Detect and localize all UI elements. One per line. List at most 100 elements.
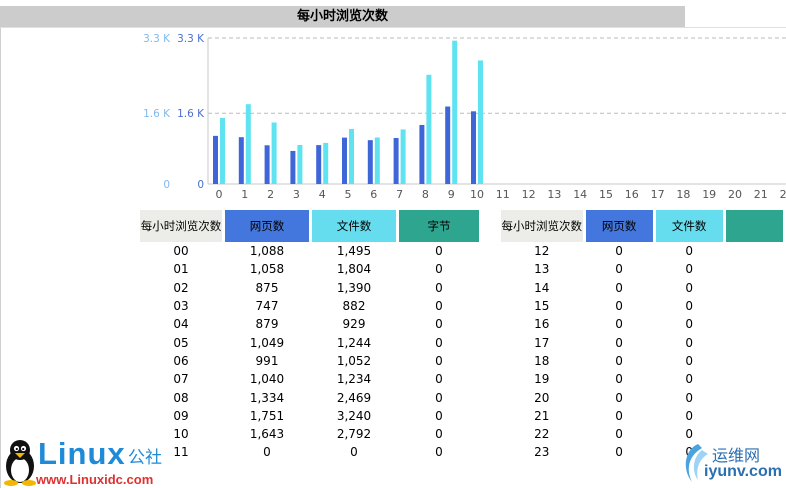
cell-hour: 15 (534, 299, 550, 314)
cell-hour: 08 (173, 390, 189, 405)
cell-pages: 0 (615, 280, 623, 295)
bar-pages (471, 111, 476, 184)
x-tick-label: 5 (345, 188, 352, 198)
bar-pages (342, 137, 347, 184)
x-tick-label: 1 (241, 188, 248, 198)
cell-hour: 17 (534, 335, 550, 350)
iyunv-logo-icon (685, 444, 708, 482)
bar-files (271, 122, 277, 184)
cell-bytes: 0 (435, 244, 443, 259)
cell-bytes: 0 (435, 390, 443, 405)
x-tick-label: 14 (573, 188, 587, 198)
cell-pages: 1,049 (249, 335, 285, 350)
cell-bytes: 0 (435, 372, 443, 387)
cell-hour: 11 (173, 445, 189, 460)
cell-hour: 22 (534, 427, 550, 442)
bar-files (323, 142, 329, 184)
table-row: 20 0 0 (501, 388, 783, 406)
x-tick-label: 8 (422, 188, 429, 198)
hourly-table-right: 每小时浏览次数 网页数 文件数 12 0 0 13 0 0 14 0 0 15 0 0 16 0 0 17 0 0… (498, 210, 786, 462)
linux-brand-url: www.Linuxidc.com (36, 472, 154, 487)
cell-files: 0 (685, 335, 693, 350)
col-header-pages: 网页数 (585, 210, 653, 242)
cell-pages: 0 (615, 299, 623, 314)
table-row: 08 1,334 2,469 0 (140, 388, 479, 406)
bar-pages (238, 137, 244, 184)
cell-bytes (726, 352, 783, 370)
cell-hour: 21 (534, 408, 550, 423)
x-tick-label: 4 (319, 188, 326, 198)
x-tick-label: 17 (651, 188, 665, 198)
iyunv-brand-cn: 运维网 (712, 446, 761, 465)
cell-pages: 1,058 (249, 262, 285, 277)
cell-bytes: 0 (435, 262, 443, 277)
table-row: 09 1,751 3,240 0 (140, 407, 479, 425)
cell-bytes (726, 388, 783, 406)
panel-frame (0, 27, 786, 488)
cell-bytes: 0 (435, 408, 443, 423)
cell-pages: 0 (615, 445, 623, 460)
cell-hour: 10 (173, 427, 189, 442)
cell-files: 0 (685, 262, 693, 277)
cell-bytes: 0 (435, 280, 443, 295)
x-tick-label: 9 (448, 188, 455, 198)
bar-files (220, 117, 225, 184)
table-row: 02 875 1,390 0 (140, 279, 479, 297)
bar-pages (316, 145, 322, 184)
cell-files: 1,495 (336, 244, 372, 259)
table-row: 05 1,049 1,244 0 (140, 333, 479, 351)
cell-pages: 1,040 (249, 372, 285, 387)
cell-hour: 12 (534, 244, 550, 259)
cell-bytes (726, 370, 783, 388)
cell-pages: 0 (615, 262, 623, 277)
cell-pages: 0 (615, 335, 623, 350)
cell-pages: 0 (615, 317, 623, 332)
cell-pages: 879 (255, 317, 279, 332)
col-header-hour: 每小时浏览次数 (140, 210, 222, 242)
y-tick-label-pages: 0 (197, 179, 204, 191)
page-title: 每小时浏览次数 (296, 9, 388, 24)
cell-bytes (726, 242, 783, 260)
col-header-pages: 网页数 (225, 210, 309, 242)
x-tick-label: 20 (728, 188, 742, 198)
cell-hour: 19 (534, 372, 550, 387)
table-row: 04 879 929 0 (140, 315, 479, 333)
cell-hour: 07 (173, 372, 189, 387)
x-tick-label: 3 (293, 188, 300, 198)
cell-files: 0 (685, 244, 693, 259)
cell-hour: 04 (173, 317, 189, 332)
linux-brand-text: Linux (38, 436, 126, 471)
cell-files: 3,240 (336, 408, 372, 423)
bar-files (426, 74, 432, 184)
table-row: 00 1,088 1,495 0 (140, 242, 479, 260)
bar-pages (367, 140, 373, 184)
cell-hour: 02 (173, 280, 189, 295)
iyunv-watermark: 运维网 iyunv.com (676, 440, 786, 488)
table-row: 19 0 0 (501, 370, 783, 388)
cell-pages: 747 (255, 299, 279, 314)
cell-bytes (726, 297, 783, 315)
cell-bytes: 0 (435, 317, 443, 332)
bar-pages (264, 145, 270, 184)
cell-files: 0 (685, 353, 693, 368)
cell-files: 1,234 (336, 372, 372, 387)
cell-bytes (726, 407, 783, 425)
cell-bytes (726, 279, 783, 297)
col-header-files: 文件数 (655, 210, 723, 242)
cell-files: 929 (342, 317, 366, 332)
cell-files: 0 (685, 280, 693, 295)
bar-pages (290, 150, 296, 184)
cell-files: 0 (350, 445, 358, 460)
x-tick-label: 12 (522, 188, 536, 198)
linux-brand-cn: 公社 (128, 448, 162, 468)
cell-hour: 01 (173, 262, 189, 277)
cell-pages: 0 (615, 408, 623, 423)
cell-pages: 0 (615, 390, 623, 405)
cell-files: 1,052 (336, 353, 372, 368)
cell-bytes: 0 (435, 445, 443, 460)
cell-hour: 09 (173, 408, 189, 423)
col-header-files: 文件数 (312, 210, 396, 242)
cell-bytes: 0 (435, 299, 443, 314)
table-row: 17 0 0 (501, 333, 783, 351)
